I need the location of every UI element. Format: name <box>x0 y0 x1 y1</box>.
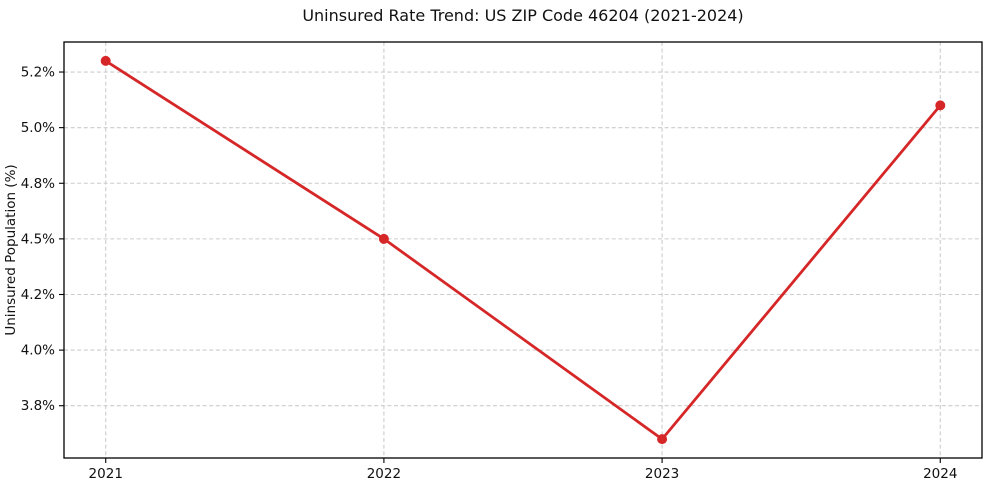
y-tick-label: 4.0% <box>21 343 55 359</box>
y-tick-label: 4.8% <box>21 176 55 192</box>
data-point-marker <box>378 233 389 244</box>
y-axis-label: Uninsured Population (%) <box>3 164 19 335</box>
plot-border <box>63 41 983 459</box>
gridlines <box>64 42 982 458</box>
x-tick-label: 2023 <box>645 466 679 482</box>
trend-line <box>104 59 942 441</box>
axis-tick-labels: 3.8% 4.0% 4.2% 4.5% 4.8% 5.0% 5.2% 2021 2022 2023… <box>21 65 958 482</box>
y-tick-label: 4.5% <box>21 231 55 247</box>
x-tick-label: 2022 <box>367 466 401 482</box>
x-tick-label: 2024 <box>923 466 957 482</box>
y-tick-label: 5.0% <box>21 120 55 136</box>
axis-tick-marks <box>59 71 941 463</box>
x-tick-label: 2021 <box>89 466 123 482</box>
data-point-marker <box>657 434 668 445</box>
data-point-marker <box>100 55 111 66</box>
data-series <box>100 55 946 445</box>
y-tick-label: 3.8% <box>21 398 55 414</box>
chart-title: Uninsured Rate Trend: US ZIP Code 46204 … <box>302 6 743 25</box>
y-tick-label: 5.2% <box>21 65 55 81</box>
data-point-marker <box>935 100 946 111</box>
y-tick-label: 4.2% <box>21 287 55 303</box>
